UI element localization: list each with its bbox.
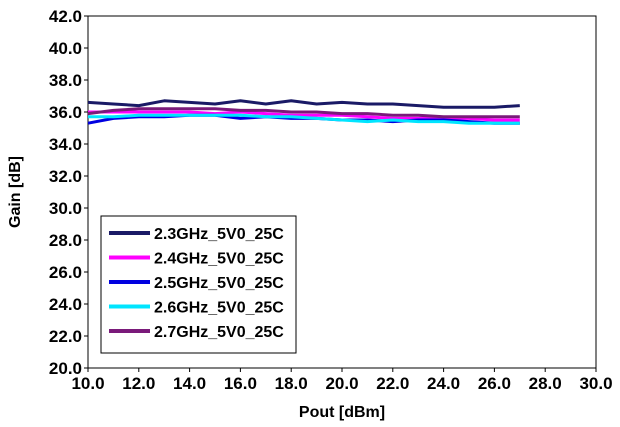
x-axis-ticks: 10.0 12.0 14.0 16.0 18.0 20.0 22.0 24.0 26.0 28.0… — [71, 368, 613, 393]
legend-label: 2.5GHz_5V0_25C — [154, 275, 284, 292]
legend-label: 2.4GHz_5V0_25C — [154, 251, 284, 268]
x-tick-label: 10.0 — [71, 374, 104, 393]
x-tick-label: 28.0 — [529, 374, 562, 393]
y-tick-label: 22.0 — [49, 327, 82, 346]
x-tick-label: 18.0 — [275, 374, 308, 393]
x-tick-label: 22.0 — [376, 374, 409, 393]
y-tick-label: 42.0 — [49, 7, 82, 26]
x-tick-label: 20.0 — [325, 374, 358, 393]
y-axis-ticks: 20.0 22.0 24.0 26.0 28.0 30.0 32.0 34.0 36.0 38.0… — [49, 7, 88, 378]
y-tick-label: 34.0 — [49, 135, 82, 154]
x-axis-title: Pout [dBm] — [299, 404, 385, 421]
y-tick-label: 32.0 — [49, 167, 82, 186]
series-line-4 — [88, 113, 520, 125]
series-line-5 — [87, 107, 520, 119]
y-tick-label: 26.0 — [49, 263, 82, 282]
x-tick-label: 30.0 — [579, 374, 612, 393]
y-tick-label: 40.0 — [49, 39, 82, 58]
y-tick-label: 36.0 — [49, 103, 82, 122]
series-layer — [87, 99, 520, 125]
x-tick-label: 16.0 — [224, 374, 257, 393]
series-line-2 — [88, 110, 520, 122]
y-tick-label: 30.0 — [49, 199, 82, 218]
y-tick-label: 28.0 — [49, 231, 82, 250]
y-axis-title: Gain [dB] — [7, 156, 24, 228]
x-tick-label: 14.0 — [173, 374, 206, 393]
y-tick-label: 24.0 — [49, 295, 82, 314]
x-tick-label: 26.0 — [478, 374, 511, 393]
legend: 2.3GHz_5V0_25C 2.4GHz_5V0_25C 2.5GHz_5V0_2… — [100, 215, 297, 354]
y-tick-label: 20.0 — [49, 359, 82, 378]
legend-label: 2.7GHz_5V0_25C — [154, 324, 284, 341]
series-line-1 — [87, 99, 520, 109]
x-tick-label: 24.0 — [427, 374, 460, 393]
y-tick-label: 38.0 — [49, 71, 82, 90]
legend-label: 2.3GHz_5V0_25C — [154, 226, 284, 243]
legend-label: 2.6GHz_5V0_25C — [154, 300, 284, 317]
x-tick-label: 12.0 — [122, 374, 155, 393]
